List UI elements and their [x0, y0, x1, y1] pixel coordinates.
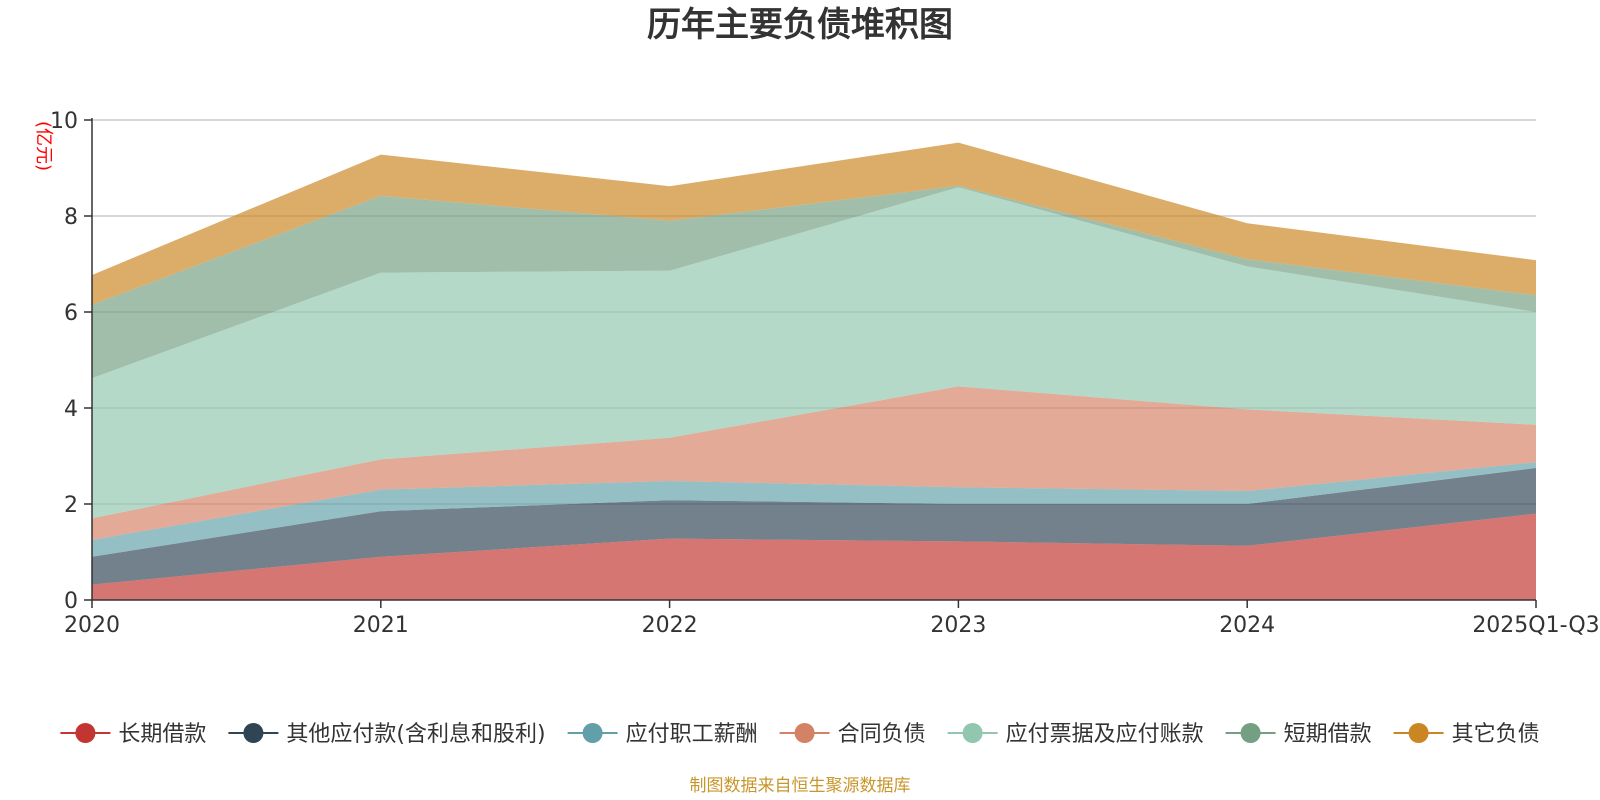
x-tick-label: 2025Q1-Q3 — [1472, 613, 1599, 638]
legend-label: 合同负债 — [838, 722, 926, 747]
chart-title: 历年主要负债堆积图 — [647, 5, 953, 45]
x-tick-label: 2022 — [642, 613, 698, 638]
legend-marker-icon — [243, 723, 264, 743]
area-series-4[interactable] — [92, 386, 1536, 540]
area-series-2[interactable] — [92, 468, 1536, 585]
x-tick-label: 2020 — [64, 613, 120, 638]
legend-marker-icon — [1408, 723, 1429, 743]
legend-item-4[interactable]: 合同负债 — [779, 722, 926, 747]
y-tick-label: 0 — [64, 589, 78, 614]
y-axis-unit: (亿元) — [33, 121, 54, 171]
legend-label: 长期借款 — [118, 722, 206, 747]
legend-item-1[interactable]: 长期借款 — [60, 722, 206, 747]
legend-item-5[interactable]: 应付票据及应付账款 — [947, 722, 1204, 747]
legend-label: 应付票据及应付账款 — [1006, 722, 1204, 747]
legend[interactable]: 长期借款 其他应付款(含利息和股利) 应付职工薪酬 合同负债 应付票据及应付账款 短期借款… — [60, 722, 1540, 747]
axes: 0 2 4 6 8 10 2020 2021 2022 2023 2024 2025Q1-Q3 — [50, 109, 1600, 638]
y-tick-label: 6 — [64, 301, 78, 326]
legend-label: 其他应付款(含利息和股利) — [286, 722, 545, 747]
area-series-3[interactable] — [92, 462, 1536, 557]
y-tick-label: 8 — [64, 205, 78, 230]
legend-marker-icon — [794, 723, 815, 743]
legend-item-7[interactable]: 其它负债 — [1393, 722, 1540, 747]
legend-label: 应付职工薪酬 — [626, 722, 758, 747]
area-series-7[interactable] — [92, 142, 1536, 305]
area-series-layer — [92, 142, 1536, 600]
x-tick-label: 2024 — [1219, 613, 1275, 638]
y-tick-label: 2 — [64, 493, 78, 518]
x-tick-label: 2023 — [930, 613, 986, 638]
y-tick-label: 10 — [50, 109, 78, 134]
x-tick-label: 2021 — [353, 613, 409, 638]
legend-marker-icon — [75, 723, 96, 743]
legend-marker-icon — [1240, 723, 1261, 743]
legend-item-2[interactable]: 其他应付款(含利息和股利) — [228, 722, 546, 747]
legend-marker-icon — [962, 723, 983, 743]
area-series-6[interactable] — [92, 185, 1536, 379]
area-series-1[interactable] — [92, 513, 1536, 600]
legend-item-3[interactable]: 应付职工薪酬 — [567, 722, 758, 747]
legend-marker-icon — [582, 723, 603, 743]
area-series-5[interactable] — [92, 187, 1536, 519]
source-note: 制图数据来自恒生聚源数据库 — [690, 776, 911, 796]
legend-label: 其它负债 — [1452, 722, 1540, 747]
legend-item-6[interactable]: 短期借款 — [1225, 722, 1372, 747]
legend-label: 短期借款 — [1284, 722, 1372, 747]
y-tick-label: 4 — [64, 397, 78, 422]
